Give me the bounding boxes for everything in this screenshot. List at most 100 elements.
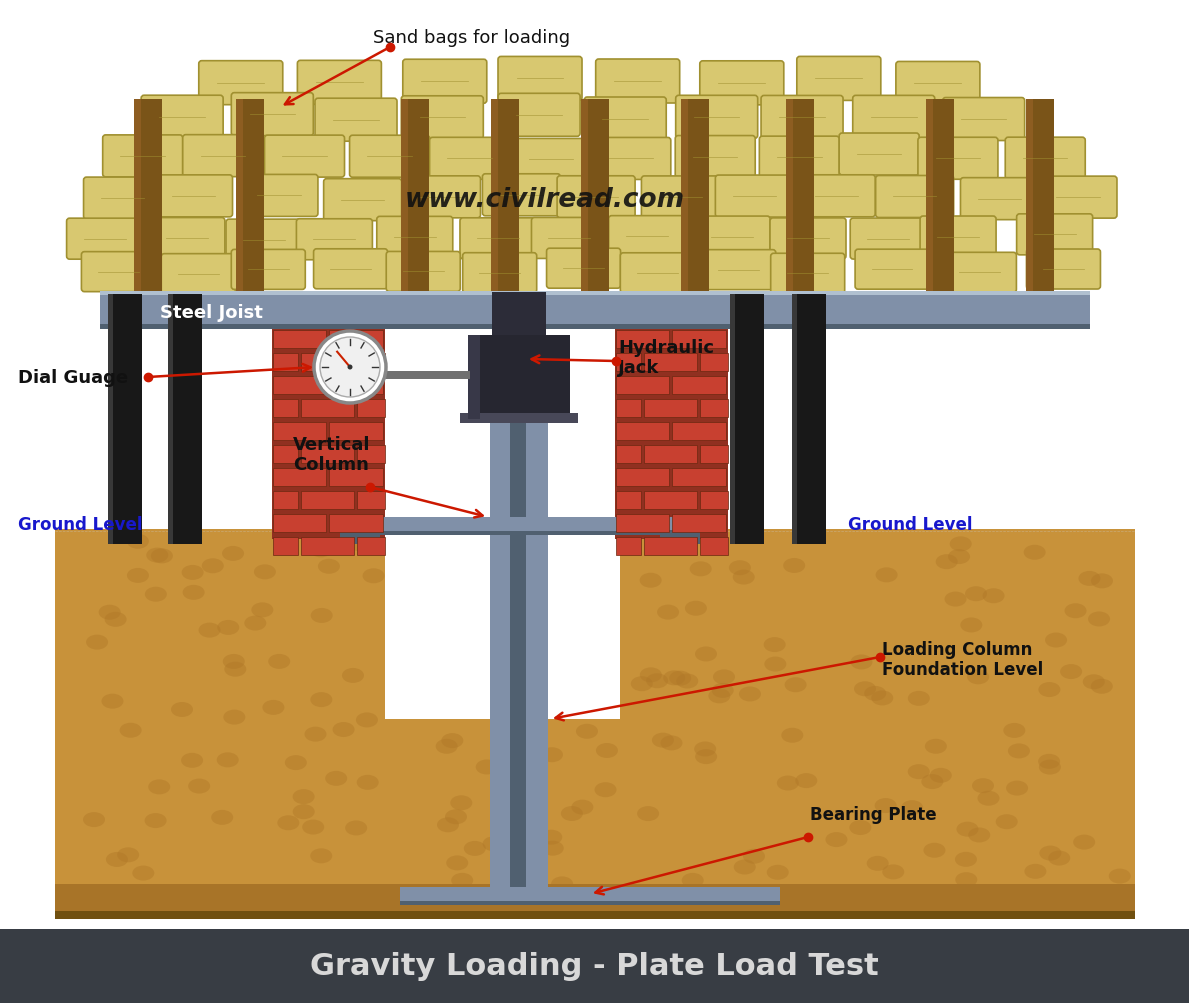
FancyBboxPatch shape bbox=[357, 353, 384, 371]
FancyBboxPatch shape bbox=[141, 96, 224, 139]
Ellipse shape bbox=[464, 842, 486, 856]
Ellipse shape bbox=[967, 670, 989, 685]
Ellipse shape bbox=[956, 821, 979, 837]
Ellipse shape bbox=[955, 852, 977, 867]
Ellipse shape bbox=[646, 674, 668, 689]
Ellipse shape bbox=[930, 768, 951, 783]
FancyBboxPatch shape bbox=[1005, 138, 1086, 180]
Ellipse shape bbox=[244, 616, 266, 631]
Ellipse shape bbox=[743, 849, 765, 864]
FancyBboxPatch shape bbox=[558, 177, 635, 219]
FancyBboxPatch shape bbox=[643, 445, 697, 463]
FancyBboxPatch shape bbox=[232, 250, 306, 290]
Ellipse shape bbox=[1078, 572, 1101, 587]
Ellipse shape bbox=[483, 837, 504, 852]
Ellipse shape bbox=[850, 655, 873, 670]
Ellipse shape bbox=[849, 820, 872, 835]
FancyBboxPatch shape bbox=[761, 96, 843, 139]
Ellipse shape bbox=[594, 782, 617, 797]
Ellipse shape bbox=[765, 657, 786, 672]
Ellipse shape bbox=[1083, 675, 1105, 690]
Ellipse shape bbox=[188, 778, 210, 793]
Ellipse shape bbox=[696, 749, 717, 764]
FancyBboxPatch shape bbox=[643, 537, 697, 555]
Ellipse shape bbox=[498, 851, 520, 866]
Ellipse shape bbox=[86, 635, 108, 650]
FancyBboxPatch shape bbox=[183, 135, 263, 178]
FancyBboxPatch shape bbox=[700, 491, 728, 509]
Ellipse shape bbox=[955, 873, 977, 888]
Bar bbox=[235, 100, 243, 295]
FancyBboxPatch shape bbox=[943, 253, 1017, 293]
FancyBboxPatch shape bbox=[850, 219, 926, 260]
FancyBboxPatch shape bbox=[621, 254, 694, 294]
Bar bbox=[400, 887, 780, 903]
FancyBboxPatch shape bbox=[641, 177, 719, 219]
Ellipse shape bbox=[901, 800, 923, 815]
FancyBboxPatch shape bbox=[323, 180, 402, 222]
FancyBboxPatch shape bbox=[675, 136, 755, 179]
Ellipse shape bbox=[677, 674, 698, 689]
Bar bbox=[730, 295, 765, 545]
FancyBboxPatch shape bbox=[943, 98, 1025, 141]
Ellipse shape bbox=[212, 810, 233, 825]
Text: Foundation Level: Foundation Level bbox=[882, 660, 1043, 678]
Bar bbox=[792, 295, 797, 545]
Text: Hydraulic
Jack: Hydraulic Jack bbox=[618, 338, 715, 377]
Ellipse shape bbox=[304, 727, 327, 742]
Ellipse shape bbox=[1006, 780, 1028, 795]
Text: www.civilread.com: www.civilread.com bbox=[405, 187, 685, 213]
FancyBboxPatch shape bbox=[403, 60, 486, 104]
Ellipse shape bbox=[631, 676, 653, 691]
FancyBboxPatch shape bbox=[429, 138, 510, 181]
Ellipse shape bbox=[652, 733, 674, 748]
Bar bbox=[490, 419, 548, 904]
FancyBboxPatch shape bbox=[240, 176, 317, 218]
FancyBboxPatch shape bbox=[301, 537, 354, 555]
FancyBboxPatch shape bbox=[511, 139, 591, 182]
Ellipse shape bbox=[310, 692, 333, 707]
FancyBboxPatch shape bbox=[272, 514, 326, 532]
FancyBboxPatch shape bbox=[760, 137, 839, 179]
Ellipse shape bbox=[224, 710, 245, 725]
FancyBboxPatch shape bbox=[67, 219, 143, 260]
Ellipse shape bbox=[145, 813, 166, 828]
Ellipse shape bbox=[202, 559, 224, 574]
Ellipse shape bbox=[285, 755, 307, 770]
FancyBboxPatch shape bbox=[716, 176, 793, 218]
Bar bbox=[340, 532, 700, 536]
Ellipse shape bbox=[101, 694, 124, 709]
Ellipse shape bbox=[690, 562, 712, 577]
Bar bbox=[168, 295, 202, 545]
Bar bbox=[168, 295, 174, 545]
Bar bbox=[1026, 100, 1033, 295]
FancyBboxPatch shape bbox=[272, 468, 326, 486]
FancyBboxPatch shape bbox=[149, 219, 225, 260]
FancyBboxPatch shape bbox=[272, 445, 297, 463]
Ellipse shape bbox=[1061, 664, 1082, 679]
Ellipse shape bbox=[1090, 679, 1113, 694]
FancyBboxPatch shape bbox=[700, 537, 728, 555]
Ellipse shape bbox=[669, 671, 691, 686]
Ellipse shape bbox=[83, 812, 105, 827]
Ellipse shape bbox=[854, 682, 876, 697]
Bar bbox=[55, 530, 385, 894]
Text: Sand bags for loading: Sand bags for loading bbox=[373, 29, 571, 47]
Ellipse shape bbox=[971, 778, 994, 793]
Bar bbox=[55, 884, 1135, 914]
Ellipse shape bbox=[784, 559, 805, 574]
Ellipse shape bbox=[357, 775, 379, 790]
FancyBboxPatch shape bbox=[672, 422, 725, 440]
Ellipse shape bbox=[1092, 574, 1113, 589]
Ellipse shape bbox=[961, 618, 982, 633]
Bar bbox=[660, 531, 700, 545]
FancyBboxPatch shape bbox=[694, 217, 770, 258]
Bar bbox=[134, 100, 141, 295]
FancyBboxPatch shape bbox=[672, 330, 725, 348]
FancyBboxPatch shape bbox=[357, 445, 384, 463]
FancyBboxPatch shape bbox=[83, 178, 162, 220]
FancyBboxPatch shape bbox=[402, 96, 483, 139]
Bar bbox=[401, 100, 408, 295]
Ellipse shape bbox=[151, 549, 172, 564]
Ellipse shape bbox=[541, 747, 562, 762]
